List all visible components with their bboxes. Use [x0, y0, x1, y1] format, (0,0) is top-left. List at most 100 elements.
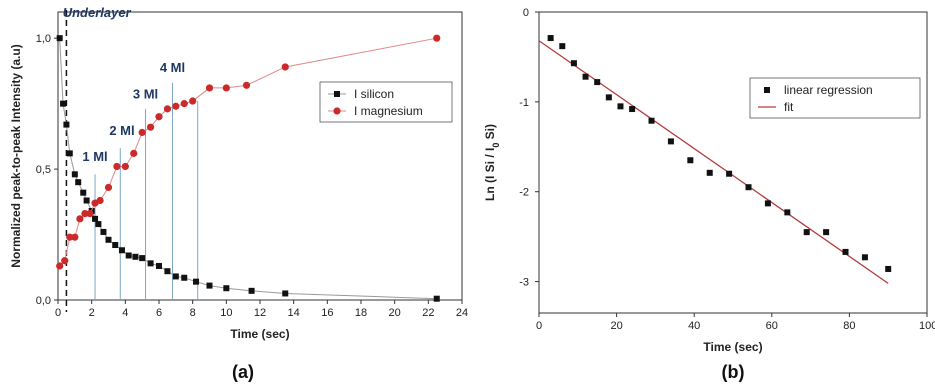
data-point-magnesium: [172, 102, 180, 110]
data-point-magnesium: [61, 257, 69, 265]
data-point-silicon: [63, 121, 70, 128]
plot-frame: [57, 11, 463, 301]
legend-label-silicon: I silicon: [354, 87, 394, 101]
data-point-silicon: [56, 35, 63, 42]
data-point-silicon: [95, 221, 102, 228]
y-tick-label: 0,5: [36, 164, 51, 176]
data-point-silicon: [75, 179, 82, 186]
data-point-magnesium: [96, 196, 104, 205]
y-tick-label: -1: [519, 97, 529, 109]
data-point-silicon: [112, 242, 119, 249]
annotation-monolayer: 3 Ml: [133, 86, 158, 101]
data-point-magnesium: [138, 128, 146, 137]
series-line-magnesium: [59, 37, 437, 267]
x-tick-label: 8: [190, 307, 196, 319]
panel-label-a: (a): [232, 362, 254, 382]
data-point-magnesium: [121, 162, 129, 171]
data-point-regression: [823, 229, 830, 236]
y-tick-label: 1,0: [36, 33, 51, 45]
data-point-regression: [706, 169, 713, 176]
annotation-monolayer: 1 Ml: [82, 149, 107, 164]
y-tick-label: -2: [519, 187, 529, 199]
x-tick-label: 16: [321, 307, 333, 319]
data-point-magnesium: [81, 210, 89, 218]
data-point-magnesium: [433, 34, 441, 42]
data-point-silicon: [125, 252, 132, 259]
data-point-magnesium: [146, 123, 155, 131]
data-point-magnesium: [76, 215, 84, 223]
data-point-regression: [605, 94, 612, 101]
plot-frame: [538, 11, 928, 314]
data-point-magnesium: [281, 63, 289, 71]
data-point-regression: [617, 103, 624, 110]
x-tick-label: 18: [355, 307, 367, 319]
y-tick-label: 0: [523, 7, 529, 19]
data-point-magnesium: [56, 262, 64, 270]
y-tick-label: -3: [519, 277, 529, 289]
data-point-silicon: [60, 100, 67, 107]
data-point-regression: [648, 117, 655, 124]
x-tick-label: 40: [688, 320, 700, 332]
x-tick-label: 6: [156, 307, 162, 319]
data-point-silicon: [156, 262, 162, 269]
x-tick-label: 22: [422, 307, 434, 319]
data-point-silicon: [282, 290, 289, 297]
data-point-regression: [745, 184, 752, 191]
annotation-monolayer: 4 Ml: [160, 60, 185, 75]
data-point-silicon: [147, 260, 154, 267]
data-point-magnesium: [66, 233, 74, 241]
x-tick-label: 0: [55, 307, 61, 319]
x-tick-label: 100: [919, 320, 935, 332]
data-point-magnesium: [113, 162, 121, 171]
data-point-magnesium: [180, 100, 188, 108]
legend-box: [749, 77, 921, 119]
x-tick-label: 0: [536, 320, 542, 332]
legend-label-magnesium: I magnesium: [354, 104, 423, 118]
legend-marker-silicon: [334, 91, 340, 97]
data-point-silicon: [83, 197, 90, 204]
data-point-silicon: [71, 171, 78, 178]
x-tick-label: 60: [766, 320, 778, 332]
data-point-magnesium: [163, 105, 172, 113]
data-point-silicon: [164, 268, 171, 275]
data-point-silicon: [193, 278, 200, 285]
data-point-silicon: [66, 150, 73, 157]
data-point-silicon: [92, 215, 99, 222]
data-point-regression: [842, 248, 849, 255]
fit-line: [538, 40, 889, 284]
data-point-regression: [547, 35, 554, 42]
legend-label-regression: linear regression: [784, 83, 873, 97]
x-tick-label: 14: [288, 307, 300, 319]
x-tick-label: 4: [122, 307, 128, 319]
y-tick-label: 0,0: [36, 295, 51, 307]
data-point-silicon: [181, 274, 188, 281]
y-axis-label: Ln (I Si / I0 Si): [483, 124, 501, 201]
data-point-silicon: [206, 282, 213, 289]
data-point-magnesium: [189, 97, 197, 105]
x-axis-label: Time (sec): [703, 340, 762, 354]
chart-b: 0 20 40 60 80 100 0 -1 -2 -3 Time (sec) Ln (I Si / …: [483, 7, 935, 382]
y-axis-label: Normalized peak-to-peak Intensity (a.u): [9, 44, 23, 267]
data-point-silicon: [132, 253, 139, 260]
data-point-regression: [667, 138, 674, 145]
data-point-magnesium: [205, 84, 214, 92]
data-point-silicon: [223, 285, 230, 292]
data-point-magnesium: [155, 113, 163, 121]
x-tick-label: 80: [843, 320, 855, 332]
data-point-magnesium: [222, 84, 230, 92]
data-point-magnesium: [71, 233, 79, 241]
data-point-magnesium: [130, 149, 138, 157]
data-point-magnesium: [242, 81, 251, 89]
data-point-regression: [629, 106, 636, 113]
data-point-regression: [570, 60, 577, 67]
data-point-silicon: [100, 228, 107, 235]
legend-box: [319, 81, 453, 123]
data-point-silicon: [172, 273, 179, 280]
x-tick-label: 20: [389, 307, 401, 319]
data-point-silicon: [105, 236, 112, 243]
data-point-magnesium: [86, 210, 94, 218]
panel-label-b: (b): [722, 362, 745, 382]
data-point-magnesium: [104, 183, 113, 192]
x-tick-label: 20: [610, 320, 622, 332]
x-tick-label: 2: [89, 307, 95, 319]
